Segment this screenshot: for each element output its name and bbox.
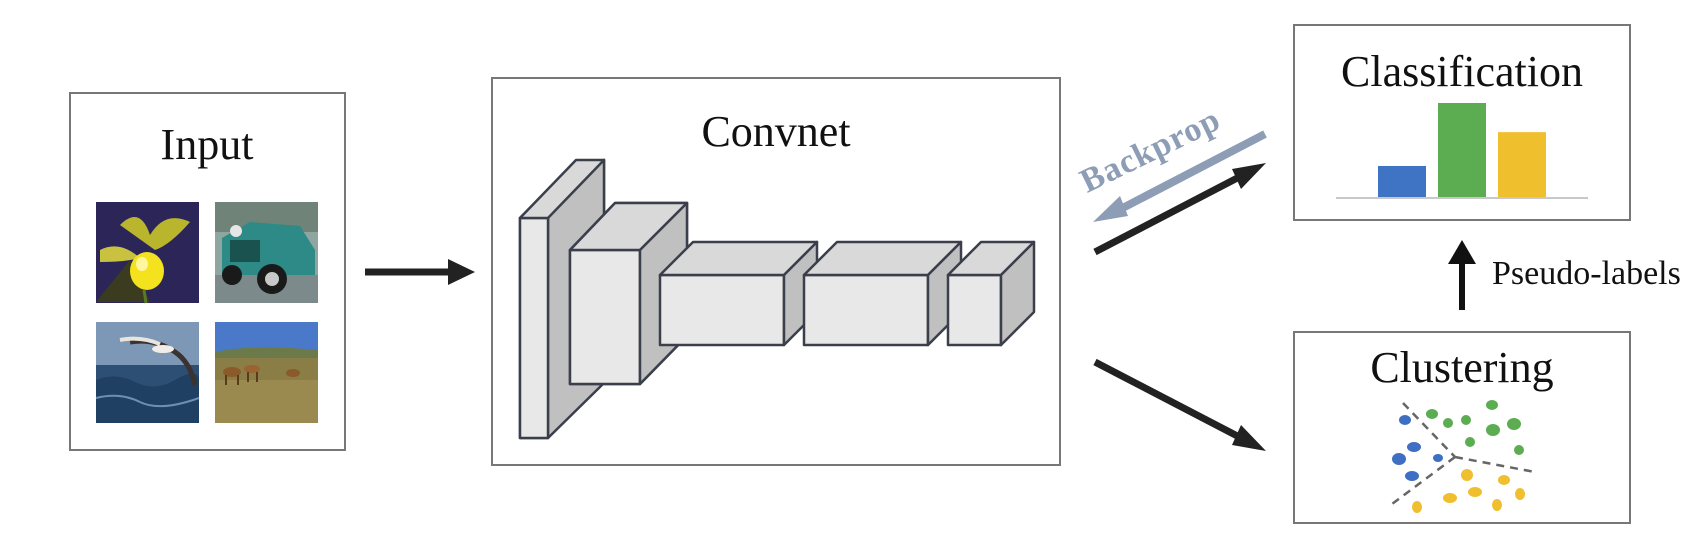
cluster-point [1433,454,1443,462]
input-thumbnail-orchid [96,202,199,304]
cluster-point [1443,493,1457,503]
classification-panel: Classification [1293,24,1631,221]
cluster-point [1498,475,1510,485]
pseudo-labels-label: Pseudo-labels [1492,255,1681,292]
classification-bar-3 [1498,132,1546,197]
pseudo-labels-arrow [1448,240,1476,310]
cluster-point [1426,409,1438,419]
cluster-point [1443,418,1453,428]
cluster-point [1392,453,1406,465]
cluster-point [1405,471,1419,481]
cluster-point [1492,499,1502,511]
cluster-points [1392,400,1525,513]
classification-bar-1 [1378,165,1426,197]
cluster-point [1465,437,1475,447]
clustering-panel: Clustering [1293,331,1631,524]
cluster-point [1461,415,1471,425]
cluster-point [1461,469,1473,481]
cluster-point [1468,487,1482,497]
input-title: Input [161,120,254,169]
backprop-arrow [1093,130,1267,222]
convnet-panel: Convnet [491,77,1061,466]
cluster-point [1486,424,1500,436]
input-thumbnail-seabird [95,322,200,423]
input-thumbnail-antelopes [215,322,318,423]
conv-layer-5 [946,240,1036,347]
cluster-point [1515,488,1525,500]
classification-bar-2 [1438,103,1486,197]
input-to-convnet-arrow [365,259,475,285]
backprop-label: Backprop [1074,101,1226,200]
cluster-point [1507,418,1521,430]
cluster-point [1486,400,1498,410]
conv-layer-1 [518,158,606,440]
cluster-boundaries [1387,402,1536,509]
cluster-point [1399,415,1411,425]
classification-title: Classification [1341,47,1583,96]
input-thumbnail-car [215,202,318,303]
clustering-title: Clustering [1370,343,1553,392]
convnet-to-classification-arrow [1093,163,1266,256]
input-panel: Input [69,92,346,451]
classification-bars [1378,103,1546,197]
convnet-to-clustering-arrow [1093,358,1266,451]
cluster-point [1407,442,1421,452]
convnet-title: Convnet [701,107,850,156]
cluster-point [1412,501,1422,513]
conv-layer-4 [802,240,963,347]
cluster-point [1514,445,1524,455]
conv-layer-3 [658,240,819,347]
